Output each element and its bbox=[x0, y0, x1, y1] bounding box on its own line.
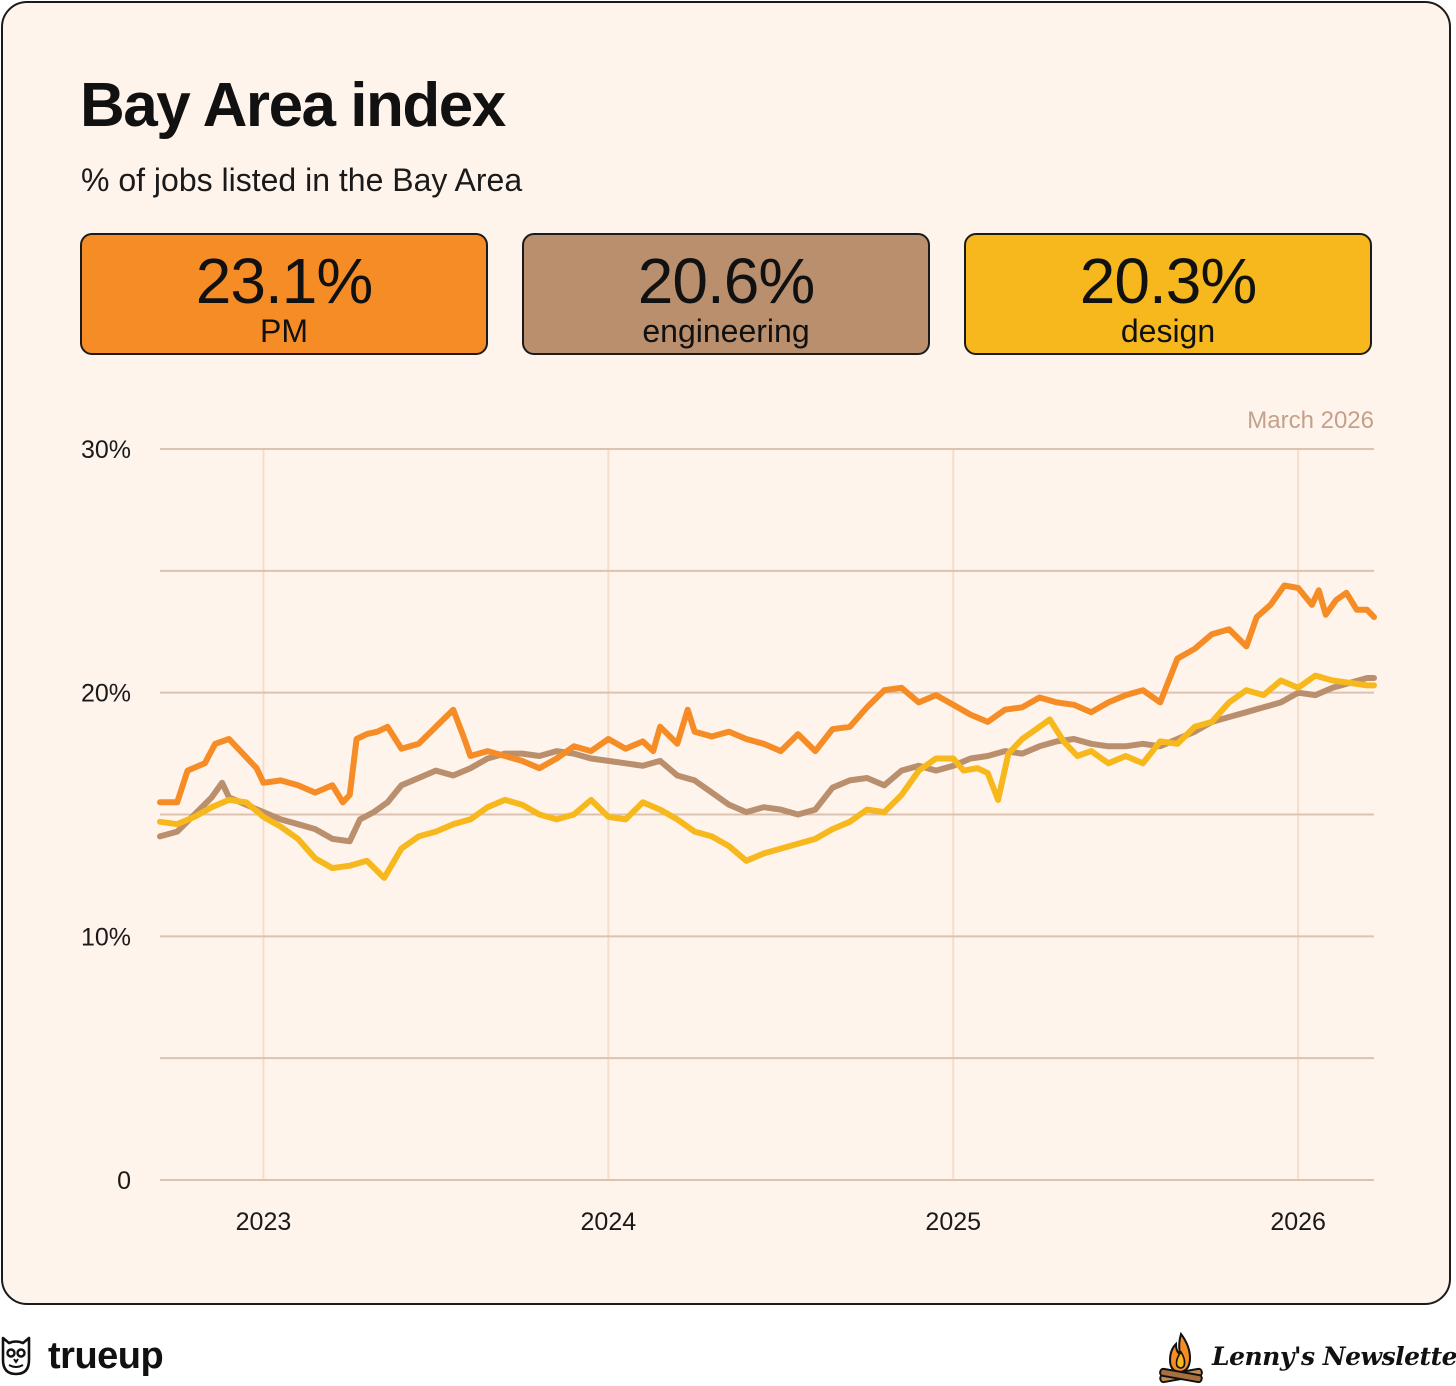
owl-icon bbox=[1, 1336, 31, 1376]
trueup-logo: trueup bbox=[48, 1335, 164, 1377]
kpi-card-engineering: 20.6% engineering bbox=[522, 233, 930, 355]
kpi-label-engineering: engineering bbox=[642, 313, 810, 349]
series-line-engineering bbox=[157, 675, 1377, 845]
series-lines bbox=[157, 582, 1377, 881]
lennys-newsletter-logo: Lenny's Newsletter bbox=[1212, 1342, 1456, 1371]
x-axis-ticks: 2023 2024 2025 2026 bbox=[236, 1208, 1326, 1236]
chart-title: Bay Area index bbox=[80, 71, 506, 140]
y-tick-label: 20% bbox=[81, 680, 131, 708]
kpi-value-engineering: 20.6% bbox=[637, 245, 815, 317]
line-chart: 0 10% 20% 30% 2023 2024 2025 2026 March 2026 bbox=[81, 407, 1377, 1236]
kpi-value-pm: 23.1% bbox=[195, 245, 373, 317]
y-tick-label: 10% bbox=[81, 923, 131, 951]
kpi-label-design: design bbox=[1120, 313, 1216, 349]
y-tick-label: 30% bbox=[81, 436, 131, 464]
horizontal-gridlines bbox=[160, 448, 1374, 1181]
date-annotation: March 2026 bbox=[1247, 407, 1374, 434]
kpi-card-pm: 23.1% PM bbox=[80, 233, 488, 355]
series-line-pm bbox=[157, 582, 1377, 806]
x-tick-label: 2025 bbox=[925, 1208, 981, 1236]
chart-card bbox=[1, 1, 1451, 1305]
campfire-icon bbox=[1159, 1331, 1203, 1384]
x-tick-label: 2026 bbox=[1270, 1208, 1326, 1236]
y-axis-ticks: 0 10% 20% 30% bbox=[81, 436, 131, 1195]
x-tick-label: 2023 bbox=[236, 1208, 292, 1236]
series-line-design bbox=[157, 672, 1377, 881]
x-tick-label: 2024 bbox=[581, 1208, 637, 1236]
kpi-card-design: 20.3% design bbox=[964, 233, 1372, 355]
kpi-label-pm: PM bbox=[260, 313, 308, 349]
chart-subtitle: % of jobs listed in the Bay Area bbox=[81, 162, 523, 198]
kpi-value-design: 20.3% bbox=[1079, 245, 1257, 317]
y-tick-label: 0 bbox=[117, 1167, 131, 1195]
